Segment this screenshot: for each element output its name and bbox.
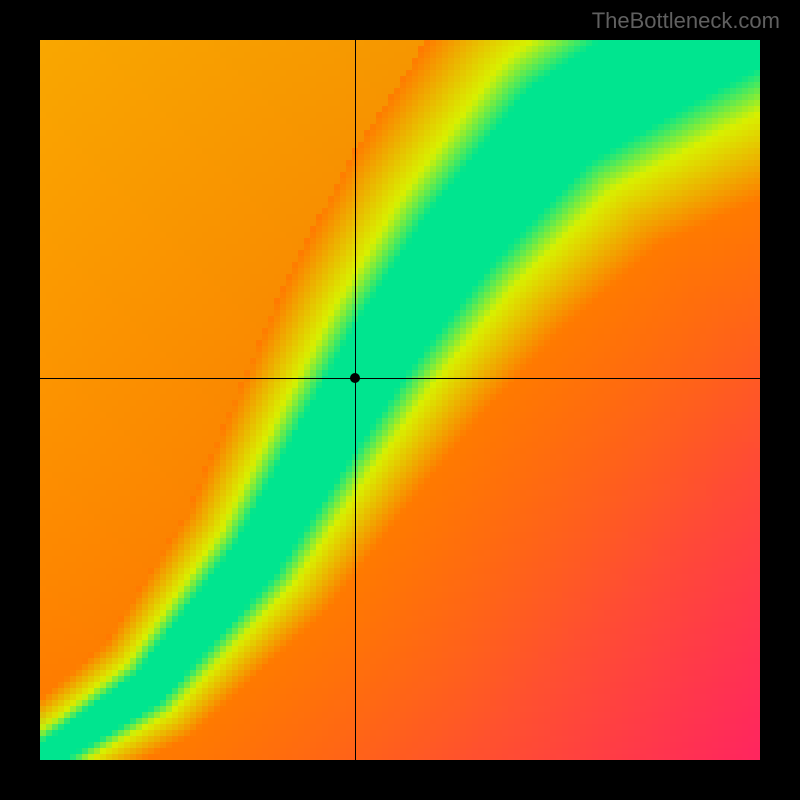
crosshair-horizontal (40, 378, 760, 379)
heatmap-canvas (40, 40, 760, 760)
bottleneck-heatmap (40, 40, 760, 760)
crosshair-vertical (355, 40, 356, 760)
crosshair-marker (350, 373, 360, 383)
watermark-text: TheBottleneck.com (592, 8, 780, 34)
